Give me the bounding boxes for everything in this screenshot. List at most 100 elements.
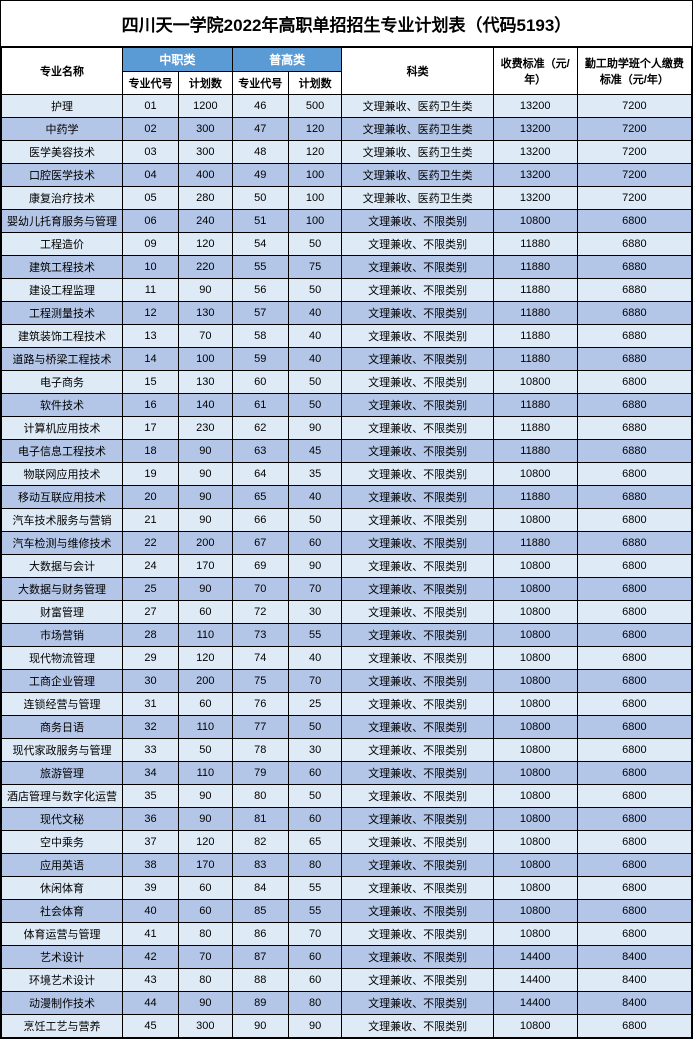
cell-zp: 90 (178, 578, 232, 601)
cell-zp: 200 (178, 532, 232, 555)
cell-pc: 86 (232, 923, 288, 946)
cell-aid: 7200 (577, 187, 691, 210)
cell-cat: 文理兼收、不限类别 (342, 486, 493, 509)
cell-aid: 6800 (577, 923, 691, 946)
cell-aid: 6800 (577, 877, 691, 900)
cell-pp: 60 (288, 762, 342, 785)
table-row: 汽车检测与维修技术222006760文理兼收、不限类别118806880 (2, 532, 692, 555)
cell-aid: 6880 (577, 417, 691, 440)
table-row: 大数据与会计241706990文理兼收、不限类别108006800 (2, 555, 692, 578)
cell-zp: 90 (178, 279, 232, 302)
table-body: 护理01120046500文理兼收、医药卫生类132007200中药学02300… (2, 95, 692, 1038)
table-row: 空中乘务371208265文理兼收、不限类别108006800 (2, 831, 692, 854)
table-row: 现代文秘36908160文理兼收、不限类别108006800 (2, 808, 692, 831)
cell-zp: 130 (178, 371, 232, 394)
cell-zp: 100 (178, 348, 232, 371)
cell-cat: 文理兼收、不限类别 (342, 923, 493, 946)
cell-fee: 11880 (493, 486, 577, 509)
cell-pc: 80 (232, 785, 288, 808)
table-row: 电子信息工程技术18906345文理兼收、不限类别118806880 (2, 440, 692, 463)
cell-zc: 17 (122, 417, 178, 440)
cell-pc: 65 (232, 486, 288, 509)
cell-aid: 6880 (577, 302, 691, 325)
table-row: 大数据与财务管理25907070文理兼收、不限类别108006800 (2, 578, 692, 601)
cell-zp: 90 (178, 992, 232, 1015)
cell-fee: 11880 (493, 256, 577, 279)
cell-pc: 89 (232, 992, 288, 1015)
cell-zc: 16 (122, 394, 178, 417)
cell-fee: 10800 (493, 693, 577, 716)
cell-pp: 50 (288, 716, 342, 739)
cell-pc: 73 (232, 624, 288, 647)
cell-cat: 文理兼收、不限类别 (342, 394, 493, 417)
cell-pc: 57 (232, 302, 288, 325)
cell-pp: 50 (288, 509, 342, 532)
cell-pc: 83 (232, 854, 288, 877)
table-header: 专业名称 中职类 普高类 科类 收费标准（元/年） 勤工助学班个人缴费标准（元/… (2, 48, 692, 95)
cell-name: 建筑装饰工程技术 (2, 325, 123, 348)
header-pg-plan: 计划数 (288, 72, 342, 95)
cell-cat: 文理兼收、医药卫生类 (342, 118, 493, 141)
table-row: 酒店管理与数字化运营35908050文理兼收、不限类别108006800 (2, 785, 692, 808)
cell-cat: 文理兼收、不限类别 (342, 854, 493, 877)
header-fee: 收费标准（元/年） (493, 48, 577, 95)
cell-aid: 6800 (577, 762, 691, 785)
cell-aid: 6800 (577, 854, 691, 877)
cell-name: 商务日语 (2, 716, 123, 739)
cell-fee: 10800 (493, 831, 577, 854)
cell-fee: 10800 (493, 601, 577, 624)
cell-name: 现代物流管理 (2, 647, 123, 670)
table-row: 康复治疗技术0528050100文理兼收、医药卫生类132007200 (2, 187, 692, 210)
cell-fee: 11880 (493, 348, 577, 371)
cell-zc: 19 (122, 463, 178, 486)
cell-aid: 6800 (577, 601, 691, 624)
cell-cat: 文理兼收、不限类别 (342, 946, 493, 969)
cell-zc: 39 (122, 877, 178, 900)
cell-cat: 文理兼收、医药卫生类 (342, 164, 493, 187)
cell-aid: 8400 (577, 969, 691, 992)
cell-zp: 60 (178, 693, 232, 716)
cell-fee: 11880 (493, 325, 577, 348)
cell-zc: 02 (122, 118, 178, 141)
cell-aid: 6800 (577, 210, 691, 233)
cell-pc: 69 (232, 555, 288, 578)
cell-pp: 60 (288, 969, 342, 992)
cell-cat: 文理兼收、不限类别 (342, 463, 493, 486)
cell-fee: 11880 (493, 440, 577, 463)
cell-name: 医学美容技术 (2, 141, 123, 164)
cell-zc: 31 (122, 693, 178, 716)
cell-name: 市场营销 (2, 624, 123, 647)
cell-aid: 6800 (577, 693, 691, 716)
cell-aid: 6880 (577, 256, 691, 279)
cell-name: 物联网应用技术 (2, 463, 123, 486)
cell-zp: 280 (178, 187, 232, 210)
cell-name: 电子商务 (2, 371, 123, 394)
cell-pp: 70 (288, 670, 342, 693)
cell-aid: 8400 (577, 992, 691, 1015)
cell-name: 口腔医学技术 (2, 164, 123, 187)
cell-zp: 60 (178, 900, 232, 923)
table-row: 休闲体育39608455文理兼收、不限类别108006800 (2, 877, 692, 900)
cell-name: 体育运营与管理 (2, 923, 123, 946)
cell-name: 艺术设计 (2, 946, 123, 969)
cell-zc: 27 (122, 601, 178, 624)
cell-zc: 36 (122, 808, 178, 831)
cell-aid: 6800 (577, 739, 691, 762)
cell-fee: 10800 (493, 210, 577, 233)
table-row: 动漫制作技术44908980文理兼收、不限类别144008400 (2, 992, 692, 1015)
cell-cat: 文理兼收、不限类别 (342, 601, 493, 624)
cell-zp: 200 (178, 670, 232, 693)
cell-aid: 6800 (577, 900, 691, 923)
cell-zc: 11 (122, 279, 178, 302)
cell-aid: 7200 (577, 95, 691, 118)
cell-zc: 45 (122, 1015, 178, 1038)
cell-name: 现代家政服务与管理 (2, 739, 123, 762)
cell-fee: 10800 (493, 647, 577, 670)
cell-zc: 20 (122, 486, 178, 509)
table-row: 应用英语381708380文理兼收、不限类别108006800 (2, 854, 692, 877)
table-row: 婴幼儿托育服务与管理0624051100文理兼收、不限类别108006800 (2, 210, 692, 233)
table-row: 工商企业管理302007570文理兼收、不限类别108006800 (2, 670, 692, 693)
cell-zp: 60 (178, 877, 232, 900)
cell-pc: 58 (232, 325, 288, 348)
cell-pp: 500 (288, 95, 342, 118)
